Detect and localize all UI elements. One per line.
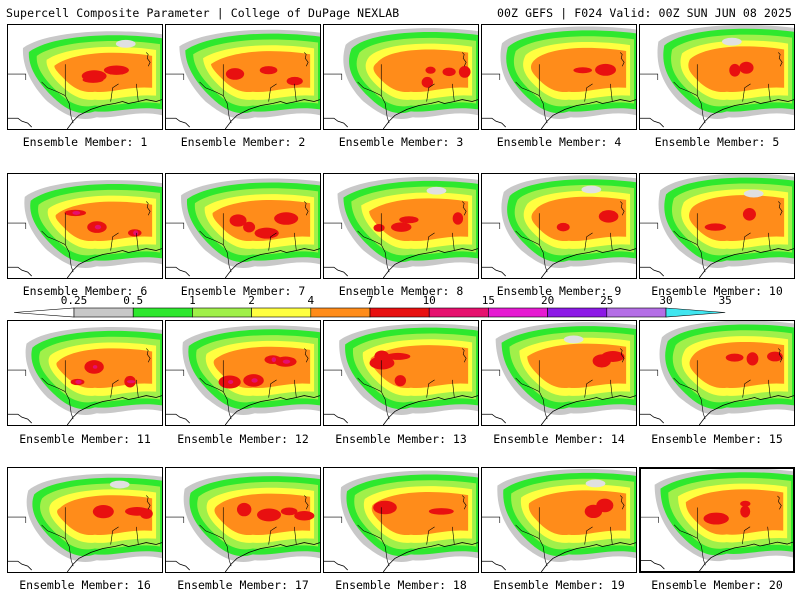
legend-swatch xyxy=(665,307,726,318)
scp-map-5 xyxy=(640,25,794,129)
ensemble-member-label: Ensemble Member: 9 xyxy=(496,284,622,298)
scp-map-6 xyxy=(8,180,162,278)
scp-map-20 xyxy=(641,469,793,571)
scp-map-13 xyxy=(324,323,478,425)
ensemble-member-label: Ensemble Member: 15 xyxy=(651,432,783,446)
ensemble-member-label: Ensemble Member: 10 xyxy=(651,284,783,298)
ensemble-panel-18[interactable] xyxy=(323,467,479,573)
ensemble-panel-10[interactable] xyxy=(639,173,795,279)
legend-tick-label: 7 xyxy=(367,294,374,307)
ensemble-panel-5[interactable] xyxy=(639,24,795,130)
color-legend: 0.25 0.5 1 2 4 7 10 15 20 25 30 35 xyxy=(0,284,800,318)
ensemble-member-label: Ensemble Member: 8 xyxy=(338,284,464,298)
ensemble-member-label: Ensemble Member: 5 xyxy=(654,135,780,149)
legend-tick-label: 1 xyxy=(189,294,196,307)
legend-swatch xyxy=(132,307,193,318)
legend-swatch xyxy=(73,307,134,318)
ensemble-panel-19[interactable] xyxy=(481,467,637,573)
scp-map-14 xyxy=(482,322,636,425)
ensemble-panel-13[interactable] xyxy=(323,320,479,426)
ensemble-member-label: Ensemble Member: 19 xyxy=(493,578,625,592)
scp-map-16 xyxy=(8,473,162,572)
scp-map-11 xyxy=(8,326,162,425)
legend-swatch xyxy=(428,307,489,318)
scp-map-9 xyxy=(482,175,636,278)
ensemble-panel-3[interactable] xyxy=(323,24,479,130)
legend-swatch xyxy=(606,307,667,318)
scp-map-3 xyxy=(324,28,478,129)
legend-swatch xyxy=(488,307,548,318)
ensemble-member-label: Ensemble Member: 7 xyxy=(180,284,306,298)
legend-tick-label: 0.25 xyxy=(61,294,88,307)
legend-tick-label: 25 xyxy=(600,294,613,307)
legend-tick-label: 0.5 xyxy=(123,294,143,307)
ensemble-panel-20[interactable] xyxy=(639,467,795,573)
scp-map-19 xyxy=(482,468,636,572)
ensemble-member-label: Ensemble Member: 4 xyxy=(496,135,622,149)
legend-arrow-low xyxy=(13,307,75,318)
legend-swatch xyxy=(192,307,252,318)
legend-swatch xyxy=(547,307,608,318)
scp-map-18 xyxy=(324,470,478,572)
ensemble-panel-11[interactable] xyxy=(7,320,163,426)
scp-map-4 xyxy=(482,26,636,129)
ensemble-member-label: Ensemble Member: 1 xyxy=(22,135,148,149)
scp-map-15 xyxy=(640,321,794,425)
legend-tick-label: 2 xyxy=(248,294,255,307)
legend-tick-label: 35 xyxy=(719,294,732,307)
scp-map-8 xyxy=(324,176,478,278)
scp-map-17 xyxy=(166,472,320,572)
ensemble-member-label: Ensemble Member: 16 xyxy=(19,578,151,592)
ensemble-panel-1[interactable] xyxy=(7,24,163,130)
legend-tick-label: 15 xyxy=(482,294,495,307)
legend-swatch xyxy=(310,307,371,318)
ensemble-panel-9[interactable] xyxy=(481,173,637,279)
valid-time-label: 00Z GEFS | F024 Valid: 00Z SUN JUN 08 20… xyxy=(497,6,792,20)
ensemble-member-label: Ensemble Member: 12 xyxy=(177,432,309,446)
legend-tick-label: 4 xyxy=(307,294,314,307)
ensemble-panel-4[interactable] xyxy=(481,24,637,130)
ensemble-panel-7[interactable] xyxy=(165,173,321,279)
page-title: Supercell Composite Parameter | College … xyxy=(6,6,400,20)
legend-tick-label: 30 xyxy=(659,294,672,307)
ensemble-panel-16[interactable] xyxy=(7,467,163,573)
scp-map-12 xyxy=(166,325,320,425)
ensemble-member-label: Ensemble Member: 11 xyxy=(19,432,151,446)
ensemble-member-label: Ensemble Member: 6 xyxy=(22,284,148,298)
scp-map-10 xyxy=(640,174,794,278)
ensemble-panel-6[interactable] xyxy=(7,173,163,279)
legend-swatch xyxy=(369,307,430,318)
ensemble-panel-8[interactable] xyxy=(323,173,479,279)
legend-swatch xyxy=(251,307,312,318)
ensemble-panel-17[interactable] xyxy=(165,467,321,573)
legend-tick-label: 20 xyxy=(541,294,554,307)
ensemble-panel-2[interactable] xyxy=(165,24,321,130)
ensemble-member-label: Ensemble Member: 2 xyxy=(180,135,306,149)
ensemble-member-label: Ensemble Member: 20 xyxy=(651,578,783,592)
ensemble-member-label: Ensemble Member: 13 xyxy=(335,432,467,446)
ensemble-member-label: Ensemble Member: 17 xyxy=(177,578,309,592)
ensemble-panel-12[interactable] xyxy=(165,320,321,426)
scp-map-7 xyxy=(166,178,320,278)
legend-tick-label: 10 xyxy=(423,294,436,307)
scp-map-1 xyxy=(8,31,162,129)
ensemble-member-label: Ensemble Member: 3 xyxy=(338,135,464,149)
ensemble-panel-15[interactable] xyxy=(639,320,795,426)
ensemble-panel-14[interactable] xyxy=(481,320,637,426)
ensemble-member-label: Ensemble Member: 14 xyxy=(493,432,625,446)
scp-map-2 xyxy=(166,29,320,129)
ensemble-member-label: Ensemble Member: 18 xyxy=(335,578,467,592)
